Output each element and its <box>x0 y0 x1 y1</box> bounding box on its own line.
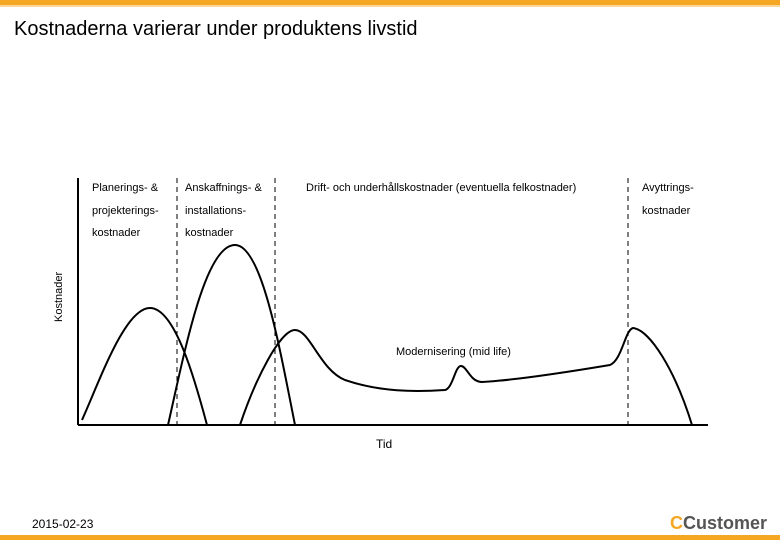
phase-4-line-2: kostnader <box>642 205 691 217</box>
top-accent-bar <box>0 0 780 5</box>
acquisition-cost-curve <box>167 243 296 426</box>
phase-4-line-1: Avyttrings- <box>642 182 694 194</box>
planning-cost-curve <box>81 306 208 426</box>
y-axis-label: Kostnader <box>53 271 65 322</box>
operation-cost-curve <box>239 326 693 426</box>
logo-text: Customer <box>683 513 768 533</box>
page-title: Kostnaderna varierar under produktens li… <box>14 18 418 40</box>
phase-2-line-3: kostnader <box>185 227 234 239</box>
top-accent-shadow <box>0 5 780 7</box>
x-axis-label: Tid <box>376 437 393 451</box>
phase-3-line-1: Drift- och underhållskostnader (eventuel… <box>306 182 577 194</box>
footer-date: 2015-02-23 <box>32 517 94 531</box>
phase-1-line-1: Planerings- & <box>92 182 159 194</box>
phase-2-line-2: installations- <box>185 205 247 217</box>
phase-1-line-3: kostnader <box>92 227 141 239</box>
bottom-accent-bar <box>0 535 780 540</box>
modernisation-annotation: Modernisering (mid life) <box>396 346 511 358</box>
logo-c: C <box>670 513 683 533</box>
customer-logo: CCustomer <box>670 513 767 534</box>
phase-1-line-2: projekterings- <box>92 205 159 217</box>
phase-2-line-1: Anskaffnings- & <box>185 182 262 194</box>
